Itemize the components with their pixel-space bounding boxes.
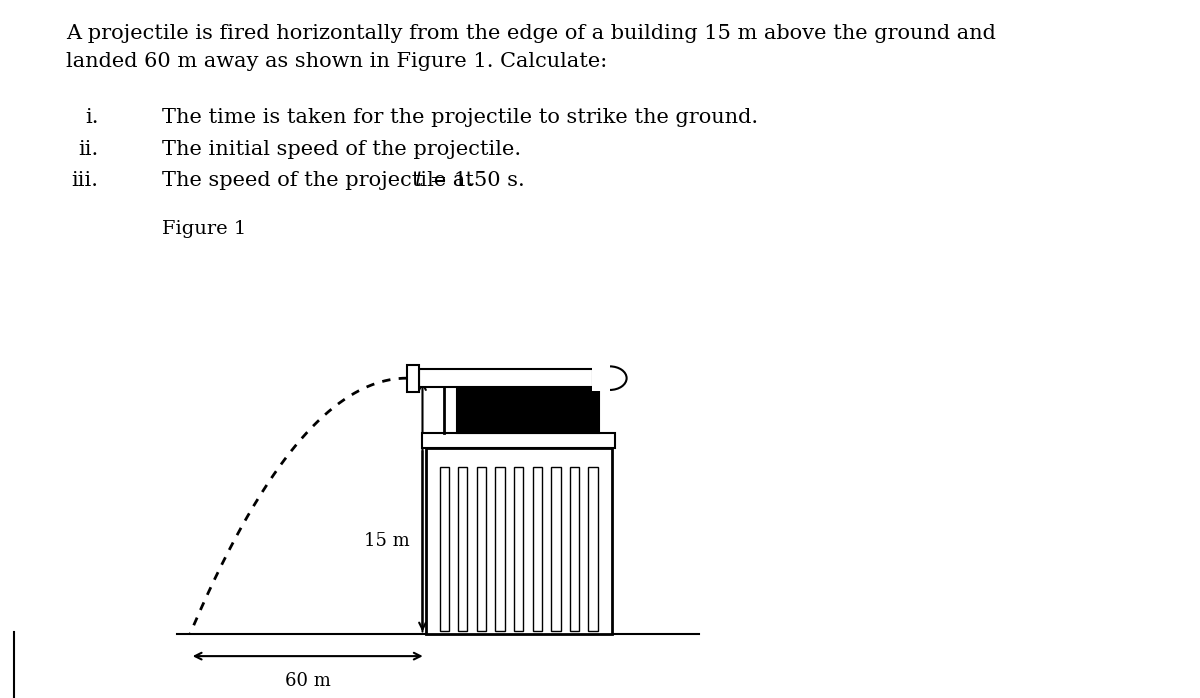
Text: ii.: ii. <box>78 140 98 158</box>
Bar <box>588 467 598 631</box>
Text: i.: i. <box>85 108 98 127</box>
Text: The speed of the projectile at: The speed of the projectile at <box>162 171 480 190</box>
Bar <box>496 467 505 631</box>
Bar <box>533 467 542 631</box>
Text: 60 m: 60 m <box>284 671 331 690</box>
Text: landed 60 m away as shown in Figure 1. Calculate:: landed 60 m away as shown in Figure 1. C… <box>66 52 607 71</box>
Text: iii.: iii. <box>72 171 98 190</box>
Bar <box>439 467 449 631</box>
Text: t: t <box>415 171 424 190</box>
Bar <box>514 467 523 631</box>
Text: = 1.50 s.: = 1.50 s. <box>424 171 524 190</box>
Text: The initial speed of the projectile.: The initial speed of the projectile. <box>162 140 521 158</box>
Bar <box>592 365 611 391</box>
Bar <box>422 433 614 448</box>
Bar <box>458 467 468 631</box>
Text: Figure 1: Figure 1 <box>162 220 246 238</box>
Bar <box>426 448 612 634</box>
Bar <box>457 389 599 433</box>
Bar <box>419 369 593 387</box>
Bar <box>570 467 580 631</box>
Bar <box>407 364 419 392</box>
Text: A projectile is fired horizontally from the edge of a building 15 m above the gr: A projectile is fired horizontally from … <box>66 24 996 43</box>
Bar <box>476 467 486 631</box>
Ellipse shape <box>593 366 626 390</box>
Bar <box>551 467 560 631</box>
Text: 15 m: 15 m <box>365 533 410 550</box>
Text: The time is taken for the projectile to strike the ground.: The time is taken for the projectile to … <box>162 108 758 127</box>
